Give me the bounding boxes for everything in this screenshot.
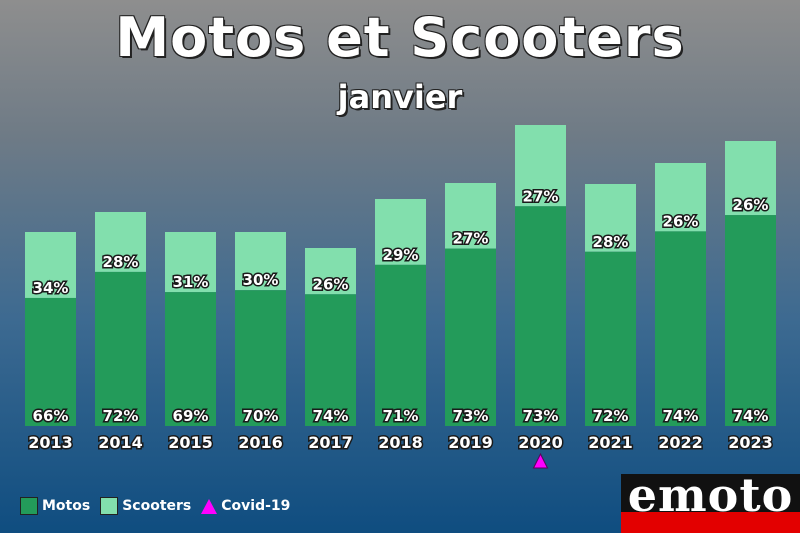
x-tick-2022: 2022	[658, 433, 703, 452]
bar-motos-2019	[445, 248, 496, 426]
label-motos-2018: 71%	[383, 407, 419, 425]
legend-item-scooters: Scooters	[100, 497, 191, 515]
label-motos-2017: 74%	[313, 407, 349, 425]
bar-scooters-2020	[515, 125, 566, 207]
x-tick-2021: 2021	[588, 433, 633, 452]
label-motos-2014: 72%	[103, 407, 139, 425]
bar-motos-2016	[235, 290, 286, 426]
legend-item-covid: Covid-19	[201, 498, 290, 514]
bar-motos-2017	[305, 294, 356, 426]
covid-marker-2020	[532, 452, 549, 469]
label-scooters-2013: 34%	[33, 279, 69, 297]
label-scooters-2015: 31%	[173, 273, 209, 291]
emoto-logo: emoto	[621, 474, 800, 533]
logo-red-band	[621, 512, 800, 533]
x-tick-2019: 2019	[448, 433, 493, 452]
label-scooters-2014: 28%	[103, 253, 139, 271]
bar-scooters-2023	[725, 141, 776, 216]
bar-motos-2015	[165, 292, 216, 426]
x-tick-2017: 2017	[308, 433, 353, 452]
x-tick-2013: 2013	[28, 433, 73, 452]
bar-scooters-2015	[165, 232, 216, 293]
x-tick-2014: 2014	[98, 433, 143, 452]
x-tick-2023: 2023	[728, 433, 773, 452]
label-scooters-2020: 27%	[523, 187, 559, 205]
label-scooters-2023: 26%	[733, 196, 769, 214]
chart-subtitle: janvier	[337, 78, 463, 116]
x-tick-2018: 2018	[378, 433, 423, 452]
legend: Motos Scooters Covid-19	[20, 496, 290, 516]
bar-scooters-2019	[445, 183, 496, 249]
label-scooters-2018: 29%	[383, 246, 419, 264]
label-scooters-2016: 30%	[243, 271, 279, 289]
chart-title: Motos et Scooters	[115, 6, 685, 69]
bar-scooters-2016	[235, 232, 286, 291]
legend-swatch-motos	[20, 497, 38, 515]
bar-motos-2013	[25, 297, 76, 426]
legend-item-motos: Motos	[20, 497, 90, 515]
label-motos-2023: 74%	[733, 407, 769, 425]
label-scooters-2017: 26%	[313, 275, 349, 293]
label-scooters-2022: 26%	[663, 212, 699, 230]
label-scooters-2021: 28%	[593, 233, 629, 251]
legend-label-motos: Motos	[42, 498, 91, 514]
x-tick-2016: 2016	[238, 433, 283, 452]
bar-motos-2022	[655, 231, 706, 426]
label-scooters-2019: 27%	[453, 230, 489, 248]
bar-scooters-2018	[375, 199, 426, 265]
x-tick-2020: 2020	[518, 433, 563, 452]
label-motos-2021: 72%	[593, 407, 629, 425]
legend-label-scooters: Scooters	[122, 498, 192, 514]
bar-scooters-2013	[25, 232, 76, 298]
x-tick-2015: 2015	[168, 433, 213, 452]
bar-scooters-2017	[305, 248, 356, 295]
label-motos-2020: 73%	[523, 407, 559, 425]
legend-label-covid: Covid-19	[221, 498, 291, 514]
label-motos-2019: 73%	[453, 407, 489, 425]
label-motos-2016: 70%	[243, 407, 279, 425]
bar-motos-2020	[515, 206, 566, 426]
bar-motos-2014	[95, 271, 146, 426]
label-motos-2013: 66%	[33, 407, 69, 425]
legend-swatch-scooters	[100, 497, 119, 515]
legend-covid-triangle-icon	[201, 498, 218, 514]
label-motos-2015: 69%	[173, 407, 209, 425]
bar-scooters-2021	[585, 184, 636, 252]
bar-motos-2021	[585, 251, 636, 426]
bar-motos-2018	[375, 264, 426, 426]
bar-scooters-2022	[655, 163, 706, 232]
logo-text: emoto	[627, 474, 794, 522]
label-motos-2022: 74%	[663, 407, 699, 425]
bar-scooters-2014	[95, 212, 146, 272]
bar-motos-2023	[725, 215, 776, 426]
